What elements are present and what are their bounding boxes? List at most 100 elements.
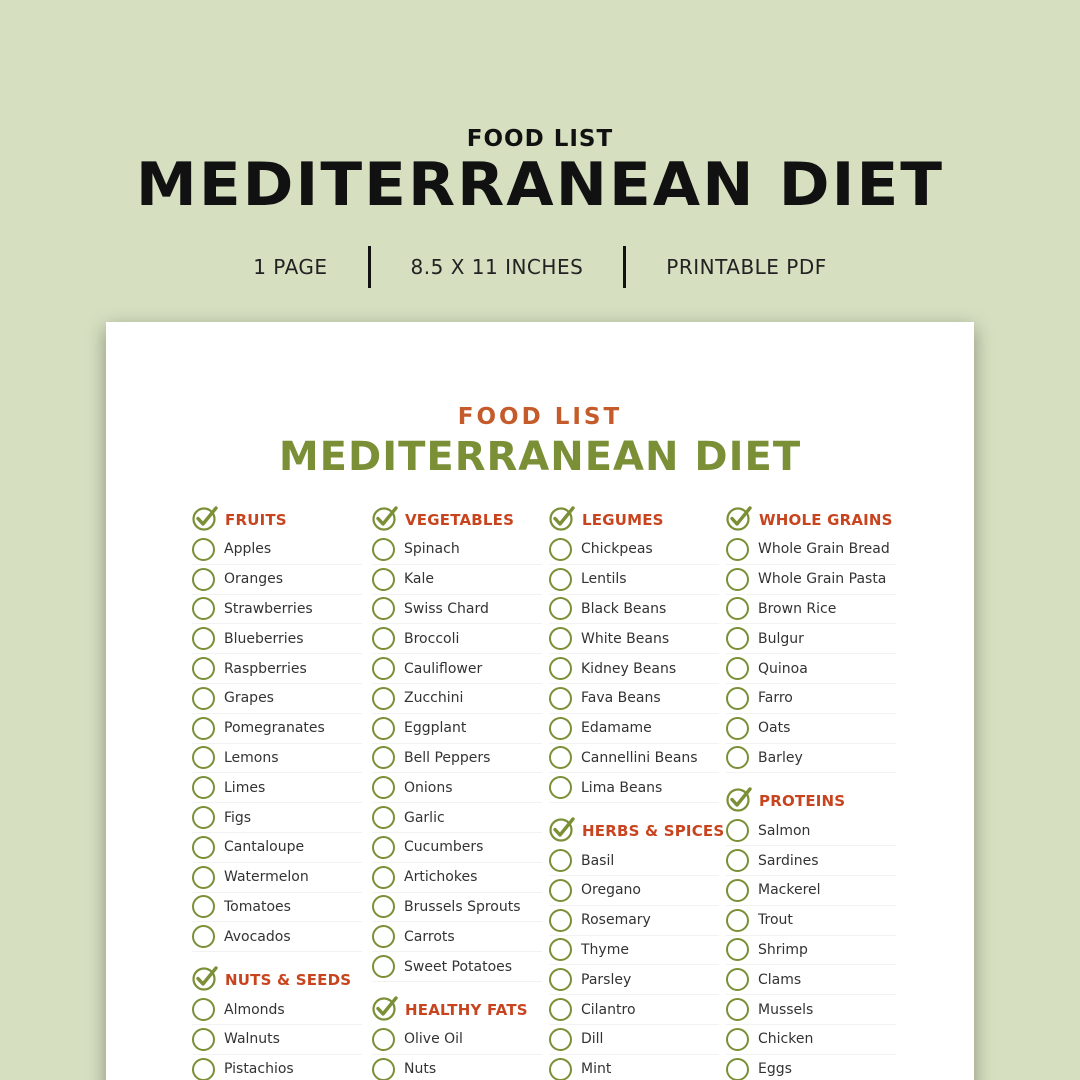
list-item[interactable]: Dill bbox=[549, 1025, 719, 1055]
list-item[interactable]: Bell Peppers bbox=[372, 744, 542, 774]
checkbox-circle-icon[interactable] bbox=[549, 938, 572, 962]
checkbox-circle-icon[interactable] bbox=[192, 895, 215, 919]
checkbox-circle-icon[interactable] bbox=[549, 849, 572, 873]
list-item[interactable]: Carrots bbox=[372, 922, 542, 953]
list-item[interactable]: Pomegranates bbox=[192, 714, 362, 744]
list-item[interactable]: Oranges bbox=[192, 565, 362, 595]
checkbox-circle-icon[interactable] bbox=[726, 849, 749, 873]
list-item[interactable]: Spinach bbox=[372, 535, 542, 565]
list-item[interactable]: Edamame bbox=[549, 714, 719, 744]
checkbox-circle-icon[interactable] bbox=[726, 746, 749, 770]
list-item[interactable]: Whole Grain Pasta bbox=[726, 565, 896, 595]
list-item[interactable]: Bulgur bbox=[726, 624, 896, 655]
list-item[interactable]: Mackerel bbox=[726, 876, 896, 906]
checkbox-circle-icon[interactable] bbox=[549, 686, 572, 710]
list-item[interactable]: Oats bbox=[726, 714, 896, 744]
checkbox-circle-icon[interactable] bbox=[726, 878, 749, 902]
checkbox-circle-icon[interactable] bbox=[192, 716, 215, 740]
checkbox-circle-icon[interactable] bbox=[192, 537, 215, 561]
list-item[interactable]: Brussels Sprouts bbox=[372, 893, 542, 923]
checkbox-circle-icon[interactable] bbox=[726, 908, 749, 932]
checkbox-circle-icon[interactable] bbox=[192, 835, 215, 859]
list-item[interactable]: Thyme bbox=[549, 936, 719, 966]
list-item[interactable]: Artichokes bbox=[372, 863, 542, 893]
checkbox-circle-icon[interactable] bbox=[192, 1027, 215, 1051]
checkbox-circle-icon[interactable] bbox=[372, 597, 395, 621]
checkbox-circle-icon[interactable] bbox=[726, 597, 749, 621]
checkbox-circle-icon[interactable] bbox=[726, 716, 749, 740]
list-item[interactable]: Chicken bbox=[726, 1025, 896, 1055]
list-item[interactable]: Trout bbox=[726, 906, 896, 936]
checkbox-circle-icon[interactable] bbox=[192, 567, 215, 591]
checkbox-circle-icon[interactable] bbox=[726, 567, 749, 591]
list-item[interactable]: Nuts bbox=[372, 1055, 542, 1080]
list-item[interactable]: Olive Oil bbox=[372, 1025, 542, 1055]
checkbox-circle-icon[interactable] bbox=[549, 1027, 572, 1051]
checkbox-circle-icon[interactable] bbox=[726, 657, 749, 681]
checkbox-circle-icon[interactable] bbox=[192, 597, 215, 621]
checkbox-circle-icon[interactable] bbox=[372, 835, 395, 859]
checkbox-circle-icon[interactable] bbox=[549, 746, 572, 770]
list-item[interactable]: Chickpeas bbox=[549, 535, 719, 565]
list-item[interactable]: Watermelon bbox=[192, 863, 362, 893]
checkbox-circle-icon[interactable] bbox=[192, 865, 215, 889]
checkbox-circle-icon[interactable] bbox=[372, 895, 395, 919]
checkbox-circle-icon[interactable] bbox=[372, 1027, 395, 1051]
list-item[interactable]: Strawberries bbox=[192, 595, 362, 625]
checkbox-circle-icon[interactable] bbox=[549, 657, 572, 681]
list-item[interactable]: Avocados bbox=[192, 922, 362, 953]
list-item[interactable]: Broccoli bbox=[372, 624, 542, 655]
checkbox-circle-icon[interactable] bbox=[372, 806, 395, 830]
checkbox-circle-icon[interactable] bbox=[192, 627, 215, 651]
checkbox-circle-icon[interactable] bbox=[372, 716, 395, 740]
checkbox-circle-icon[interactable] bbox=[549, 776, 572, 800]
checkbox-circle-icon[interactable] bbox=[726, 998, 749, 1022]
checkbox-circle-icon[interactable] bbox=[372, 776, 395, 800]
list-item[interactable]: Walnuts bbox=[192, 1025, 362, 1055]
list-item[interactable]: Rosemary bbox=[549, 906, 719, 936]
list-item[interactable]: Brown Rice bbox=[726, 595, 896, 625]
checkbox-circle-icon[interactable] bbox=[372, 1057, 395, 1080]
checkbox-circle-icon[interactable] bbox=[726, 627, 749, 651]
list-item[interactable]: Kidney Beans bbox=[549, 654, 719, 684]
checkbox-circle-icon[interactable] bbox=[192, 925, 215, 949]
checkbox-circle-icon[interactable] bbox=[372, 686, 395, 710]
list-item[interactable]: Lima Beans bbox=[549, 773, 719, 804]
checkbox-circle-icon[interactable] bbox=[372, 865, 395, 889]
checkbox-circle-icon[interactable] bbox=[726, 819, 749, 843]
checkbox-circle-icon[interactable] bbox=[549, 1057, 572, 1080]
checkbox-circle-icon[interactable] bbox=[726, 1027, 749, 1051]
list-item[interactable]: Farro bbox=[726, 684, 896, 714]
list-item[interactable]: Whole Grain Bread bbox=[726, 535, 896, 565]
checkbox-circle-icon[interactable] bbox=[549, 537, 572, 561]
list-item[interactable]: Zucchini bbox=[372, 684, 542, 714]
checkbox-circle-icon[interactable] bbox=[726, 537, 749, 561]
list-item[interactable]: Cauliflower bbox=[372, 654, 542, 684]
list-item[interactable]: Salmon bbox=[726, 816, 896, 847]
list-item[interactable]: Sweet Potatoes bbox=[372, 952, 542, 982]
list-item[interactable]: Apples bbox=[192, 535, 362, 565]
checkbox-circle-icon[interactable] bbox=[372, 925, 395, 949]
checkbox-circle-icon[interactable] bbox=[549, 567, 572, 591]
list-item[interactable]: Fava Beans bbox=[549, 684, 719, 714]
list-item[interactable]: Eggs bbox=[726, 1055, 896, 1080]
checkbox-circle-icon[interactable] bbox=[726, 1057, 749, 1080]
list-item[interactable]: Mussels bbox=[726, 995, 896, 1025]
list-item[interactable]: Kale bbox=[372, 565, 542, 595]
list-item[interactable]: Eggplant bbox=[372, 714, 542, 744]
checkbox-circle-icon[interactable] bbox=[726, 968, 749, 992]
list-item[interactable]: Blueberries bbox=[192, 624, 362, 655]
list-item[interactable]: Garlic bbox=[372, 803, 542, 833]
list-item[interactable]: Basil bbox=[549, 846, 719, 876]
list-item[interactable]: Almonds bbox=[192, 995, 362, 1025]
checkbox-circle-icon[interactable] bbox=[372, 537, 395, 561]
checkbox-circle-icon[interactable] bbox=[549, 968, 572, 992]
checkbox-circle-icon[interactable] bbox=[549, 998, 572, 1022]
list-item[interactable]: Lemons bbox=[192, 744, 362, 774]
checkbox-circle-icon[interactable] bbox=[549, 716, 572, 740]
checkbox-circle-icon[interactable] bbox=[549, 878, 572, 902]
list-item[interactable]: Onions bbox=[372, 773, 542, 804]
checkbox-circle-icon[interactable] bbox=[192, 1057, 215, 1080]
list-item[interactable]: Sardines bbox=[726, 846, 896, 876]
list-item[interactable]: Cilantro bbox=[549, 995, 719, 1025]
